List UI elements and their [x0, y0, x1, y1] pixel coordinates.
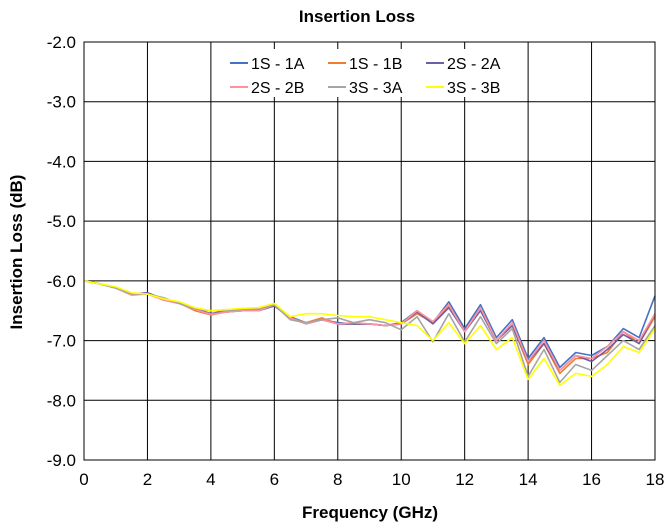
x-tick-label: 2 [143, 470, 152, 489]
legend-label: 1S - 1B [349, 56, 402, 73]
y-tick-label: -5.0 [47, 212, 76, 231]
y-tick-label: -4.0 [47, 152, 76, 171]
x-tick-label: 16 [582, 470, 601, 489]
series-line-2s-2b [83, 280, 656, 372]
series-lines [83, 280, 656, 387]
y-tick-label: -9.0 [47, 451, 76, 470]
legend-label: 3S - 3B [447, 80, 500, 97]
gridlines [83, 41, 656, 461]
legend-background [224, 49, 524, 97]
legend-label: 2S - 2B [251, 80, 304, 97]
y-tick-label: -7.0 [47, 332, 76, 351]
legend: 1S - 1A 1S - 1B 2S - 2A 2S - 2B 3S - 3A 3S - … [224, 49, 524, 97]
y-tick-label: -2.0 [47, 33, 76, 52]
plot-frame [83, 41, 656, 461]
series-line-3s-3a [83, 280, 656, 384]
x-tick-label: 0 [79, 470, 88, 489]
x-tick-label: 14 [519, 470, 538, 489]
series-line-2s-2a [83, 280, 656, 372]
y-axis-label: Insertion Loss (dB) [7, 175, 26, 330]
legend-label: 3S - 3A [349, 80, 403, 97]
legend-label: 1S - 1A [251, 56, 305, 73]
x-tick-label: 18 [646, 470, 665, 489]
y-tick-label: -3.0 [47, 93, 76, 112]
chart-title: Insertion Loss [299, 7, 415, 26]
x-tick-label: 4 [206, 470, 215, 489]
x-tick-label: 6 [270, 470, 279, 489]
y-tick-label: -8.0 [47, 391, 76, 410]
tick-labels: -2.0 -3.0 -4.0 -5.0 -6.0 -7.0 -8.0 -9.00 2 4 6 8 10 1… [47, 33, 665, 489]
y-tick-label: -6.0 [47, 272, 76, 291]
x-tick-label: 10 [392, 470, 411, 489]
x-tick-label: 8 [333, 470, 342, 489]
legend-label: 2S - 2A [447, 56, 501, 73]
series-line-3s-3b [83, 280, 656, 387]
x-tick-label: 12 [455, 470, 474, 489]
x-axis-label: Frequency (GHz) [302, 503, 438, 522]
